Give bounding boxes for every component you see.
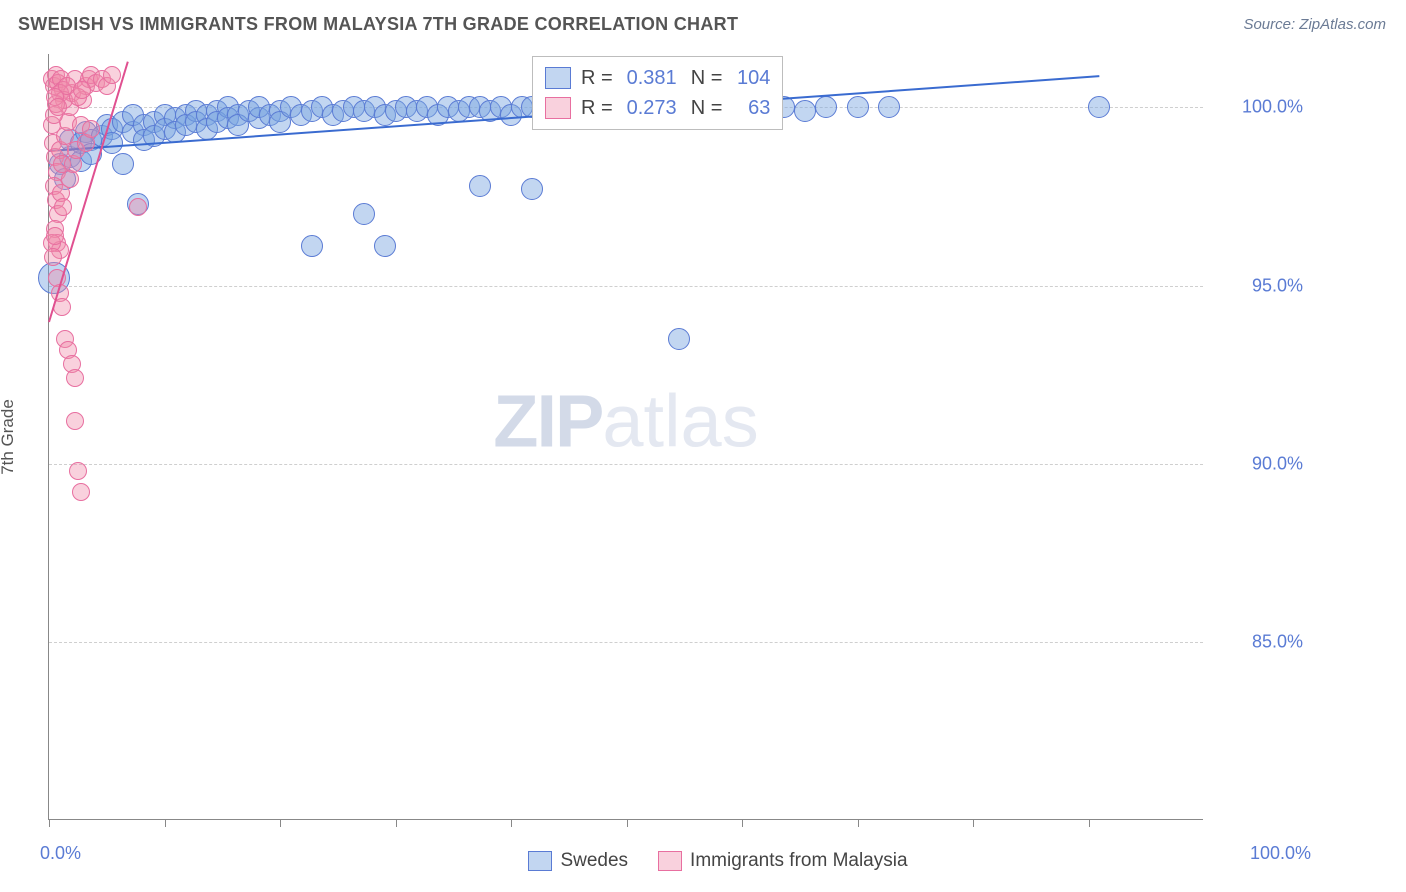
y-tick-label: 90.0% (1213, 453, 1303, 474)
data-point (54, 198, 72, 216)
data-point (72, 483, 90, 501)
data-point (73, 81, 91, 99)
x-tick (1089, 819, 1090, 827)
plot-region: ZIPatlas 85.0%90.0%95.0%100.0% (48, 54, 1203, 820)
watermark-light: atlas (602, 380, 758, 463)
gridline (49, 464, 1203, 465)
watermark: ZIPatlas (493, 379, 758, 464)
stats-legend: R = 0.381 N = 104 R = 0.273 N = 63 (532, 56, 783, 130)
r-label: R = (581, 67, 613, 90)
data-point (847, 96, 869, 118)
chart-area: 7th Grade ZIPatlas 85.0%90.0%95.0%100.0%… (48, 54, 1203, 820)
x-tick (858, 819, 859, 827)
source-attribution: Source: ZipAtlas.com (1243, 16, 1386, 33)
legend-item: Swedes (528, 850, 628, 872)
stats-legend-row: R = 0.381 N = 104 (545, 63, 770, 93)
legend-swatch (545, 97, 571, 119)
n-label: N = (691, 67, 723, 90)
stats-legend-row: R = 0.273 N = 63 (545, 93, 770, 123)
data-point (66, 412, 84, 430)
n-label: N = (691, 97, 723, 120)
data-point (1088, 96, 1110, 118)
data-point (878, 96, 900, 118)
x-tick (49, 819, 50, 827)
data-point (469, 175, 491, 197)
bottom-legend: Swedes Immigrants from Malaysia (48, 850, 1388, 872)
y-tick-label: 100.0% (1213, 97, 1303, 118)
n-value: 104 (722, 67, 770, 90)
x-tick (973, 819, 974, 827)
data-point (521, 178, 543, 200)
legend-label: Immigrants from Malaysia (690, 850, 908, 872)
gridline (49, 286, 1203, 287)
legend-label: Swedes (560, 850, 628, 872)
data-point (44, 248, 62, 266)
x-tick (165, 819, 166, 827)
data-point (129, 198, 147, 216)
data-point (69, 462, 87, 480)
gridline (49, 642, 1203, 643)
x-tick (280, 819, 281, 827)
data-point (66, 369, 84, 387)
y-tick-label: 95.0% (1213, 275, 1303, 296)
y-axis-title: 7th Grade (0, 399, 18, 475)
data-point (301, 235, 323, 257)
x-tick (511, 819, 512, 827)
data-point (815, 96, 837, 118)
data-point (82, 120, 100, 138)
data-point (353, 203, 375, 225)
x-tick (627, 819, 628, 827)
legend-swatch (545, 67, 571, 89)
data-point (112, 153, 134, 175)
legend-swatch (528, 851, 552, 871)
data-point (46, 227, 64, 245)
r-label: R = (581, 97, 613, 120)
n-value: 63 (722, 97, 770, 120)
x-tick (396, 819, 397, 827)
data-point (374, 235, 396, 257)
chart-title: SWEDISH VS IMMIGRANTS FROM MALAYSIA 7TH … (18, 14, 738, 35)
legend-swatch (658, 851, 682, 871)
data-point (794, 100, 816, 122)
data-point (49, 98, 67, 116)
legend-item: Immigrants from Malaysia (658, 850, 908, 872)
x-tick (742, 819, 743, 827)
data-point (668, 328, 690, 350)
y-tick-label: 85.0% (1213, 631, 1303, 652)
data-point (103, 66, 121, 84)
r-value: 0.381 (613, 67, 677, 90)
watermark-bold: ZIP (493, 380, 602, 463)
r-value: 0.273 (613, 97, 677, 120)
